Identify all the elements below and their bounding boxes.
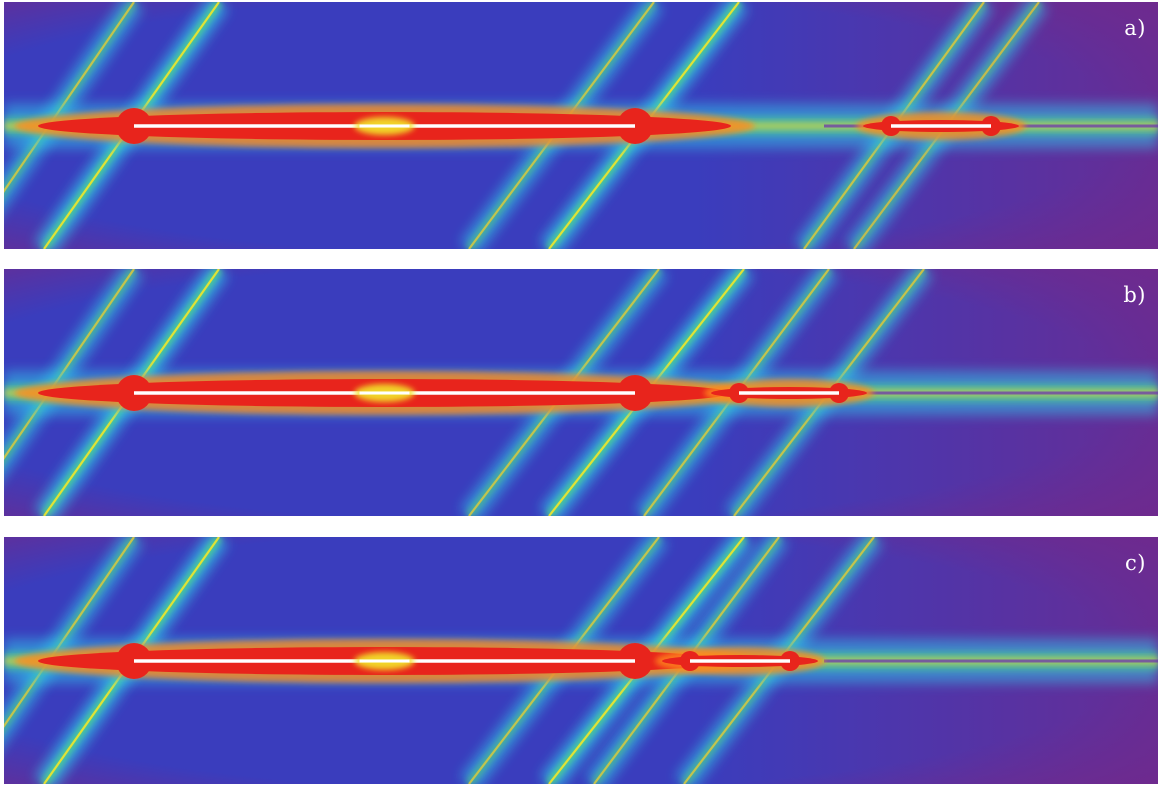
- field-panel-b: b): [4, 269, 1158, 516]
- panel-label-a: a): [1124, 16, 1146, 40]
- field-image-b: [4, 269, 1158, 516]
- panel-label-b: b): [1123, 283, 1146, 307]
- field-image-a: [4, 2, 1158, 249]
- field-image-c: [4, 537, 1158, 784]
- field-panel-c: c): [4, 537, 1158, 784]
- panel-label-c: c): [1125, 551, 1146, 575]
- field-panel-a: a): [4, 2, 1158, 249]
